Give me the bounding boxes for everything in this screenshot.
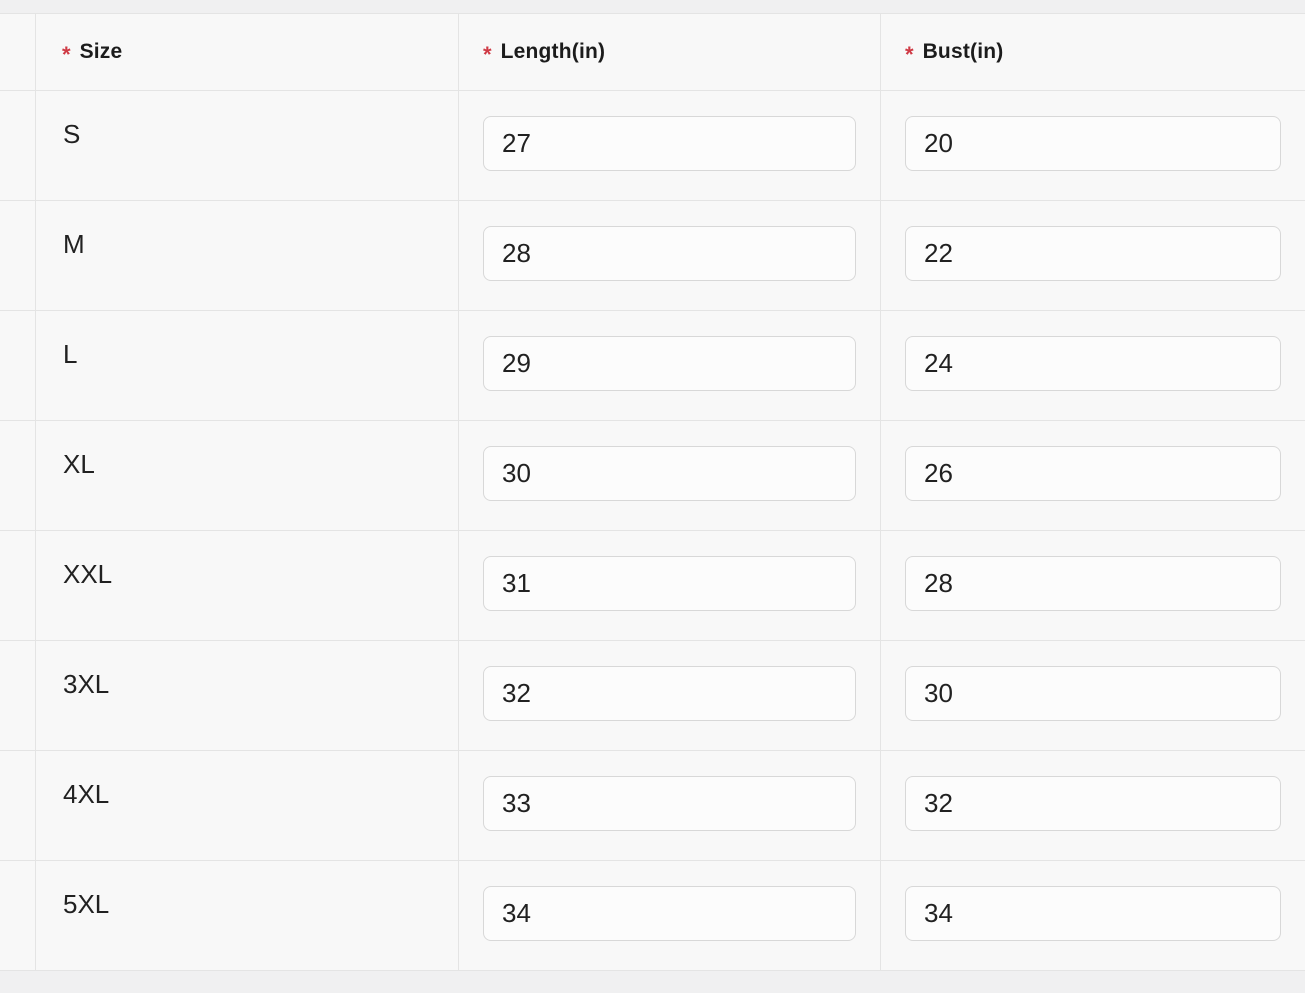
length-cell-3xl [459, 641, 881, 751]
size-cell-xxl: XXL [36, 531, 459, 641]
required-asterisk: * [483, 42, 492, 67]
size-label: 4XL [63, 779, 110, 809]
size-cell-l: L [36, 311, 459, 421]
length-input-m[interactable] [483, 226, 856, 281]
bust-cell-xl [881, 421, 1305, 531]
bust-input-4xl[interactable] [905, 776, 1281, 831]
row-gutter-cell [0, 201, 36, 311]
row-gutter-cell [0, 751, 36, 861]
size-label: S [63, 119, 81, 149]
length-input-4xl[interactable] [483, 776, 856, 831]
bust-cell-m [881, 201, 1305, 311]
row-gutter-cell [0, 641, 36, 751]
column-header-length: * Length(in) [459, 14, 881, 91]
row-gutter-cell [0, 861, 36, 971]
gutter-header-cell [0, 14, 36, 91]
length-cell-xxl [459, 531, 881, 641]
length-input-xxl[interactable] [483, 556, 856, 611]
row-gutter-cell [0, 91, 36, 201]
bust-cell-3xl [881, 641, 1305, 751]
column-header-size: * Size [36, 14, 459, 91]
length-cell-l [459, 311, 881, 421]
bust-cell-4xl [881, 751, 1305, 861]
size-cell-s: S [36, 91, 459, 201]
size-chart-table: * Size * Length(in) * Bust(in) S M [0, 13, 1305, 971]
length-input-xl[interactable] [483, 446, 856, 501]
row-gutter-cell [0, 421, 36, 531]
column-header-size-label: Size [79, 40, 123, 63]
bust-cell-s [881, 91, 1305, 201]
bust-input-3xl[interactable] [905, 666, 1281, 721]
bust-input-s[interactable] [905, 116, 1281, 171]
bust-input-m[interactable] [905, 226, 1281, 281]
bust-cell-l [881, 311, 1305, 421]
length-input-s[interactable] [483, 116, 856, 171]
size-cell-4xl: 4XL [36, 751, 459, 861]
size-cell-5xl: 5XL [36, 861, 459, 971]
size-cell-xl: XL [36, 421, 459, 531]
bust-input-l[interactable] [905, 336, 1281, 391]
length-input-l[interactable] [483, 336, 856, 391]
column-header-bust-label: Bust(in) [922, 40, 1004, 63]
column-header-bust: * Bust(in) [881, 14, 1305, 91]
size-label: 3XL [63, 669, 110, 699]
length-input-5xl[interactable] [483, 886, 856, 941]
length-input-3xl[interactable] [483, 666, 856, 721]
size-label: L [63, 339, 78, 369]
length-cell-xl [459, 421, 881, 531]
bust-input-xl[interactable] [905, 446, 1281, 501]
size-label: XXL [63, 559, 113, 589]
length-cell-5xl [459, 861, 881, 971]
bust-cell-5xl [881, 861, 1305, 971]
bust-input-5xl[interactable] [905, 886, 1281, 941]
row-gutter-cell [0, 311, 36, 421]
size-cell-m: M [36, 201, 459, 311]
row-gutter-cell [0, 531, 36, 641]
length-cell-m [459, 201, 881, 311]
size-label: XL [63, 449, 95, 479]
length-cell-4xl [459, 751, 881, 861]
size-label: M [63, 229, 85, 259]
required-asterisk: * [62, 42, 71, 67]
column-header-length-label: Length(in) [500, 40, 606, 63]
length-cell-s [459, 91, 881, 201]
required-asterisk: * [905, 42, 914, 67]
size-label: 5XL [63, 889, 110, 919]
size-cell-3xl: 3XL [36, 641, 459, 751]
bust-input-xxl[interactable] [905, 556, 1281, 611]
bust-cell-xxl [881, 531, 1305, 641]
